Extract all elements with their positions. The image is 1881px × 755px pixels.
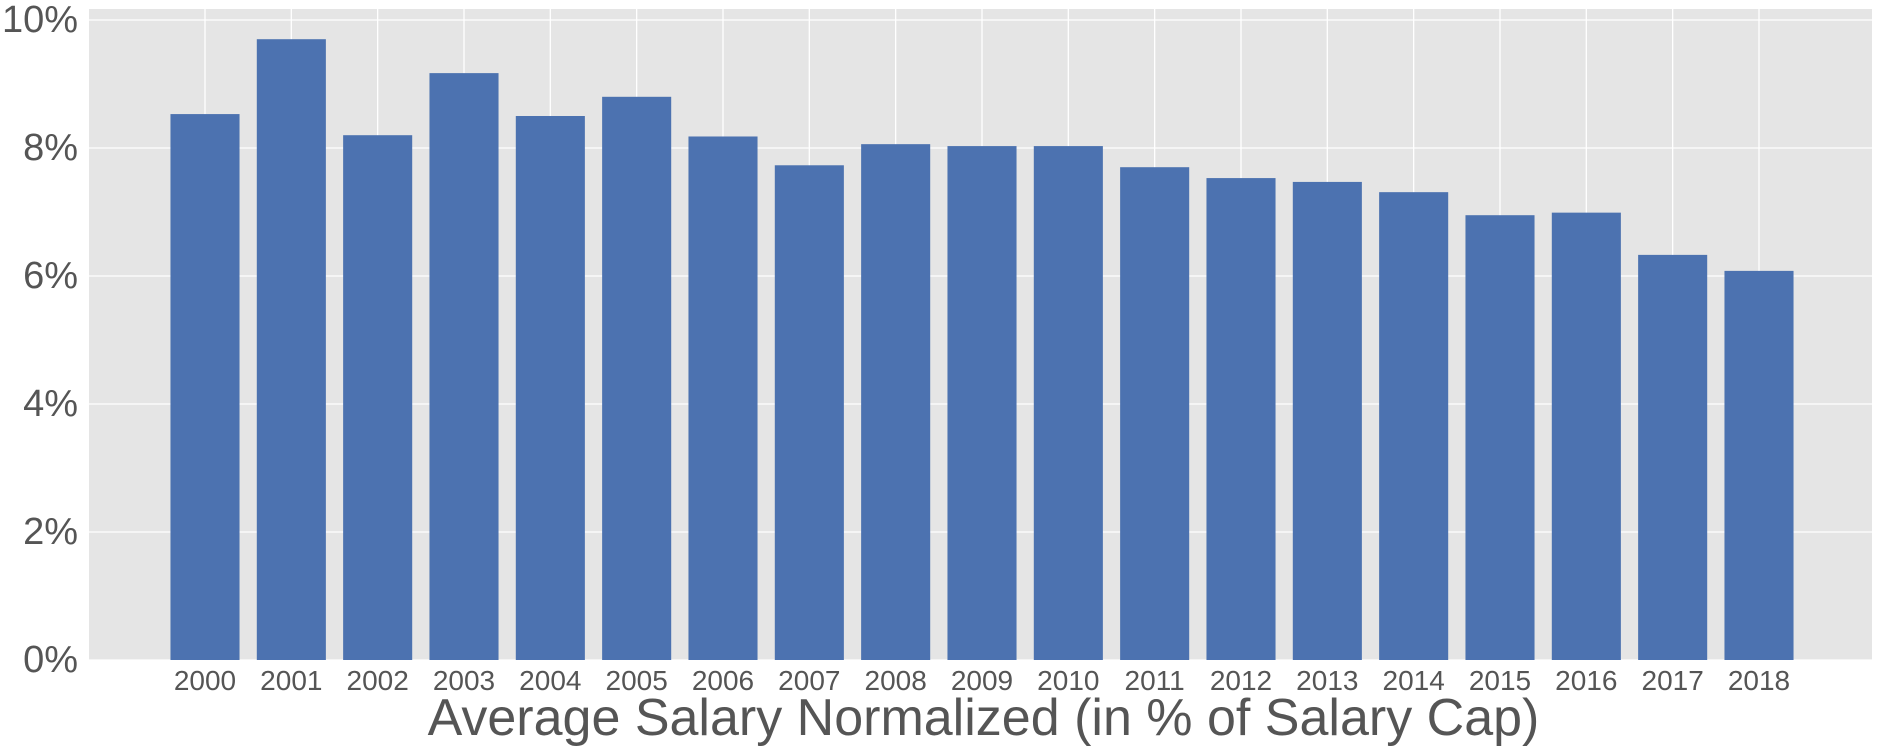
y-tick-label: 8% (23, 127, 78, 169)
y-tick-label: 0% (23, 639, 78, 681)
bar-2017 (1638, 254, 1708, 660)
x-axis-label: Average Salary Normalized (in % of Salar… (428, 689, 1540, 747)
x-tick-label: 2013 (1296, 665, 1358, 696)
x-tick-label: 2000 (174, 665, 236, 696)
bar-2003 (429, 73, 499, 661)
y-tick-label: 10% (2, 0, 78, 41)
x-tick-label: 2009 (951, 665, 1013, 696)
x-tick-label: 2008 (865, 665, 927, 696)
y-tick-label: 6% (23, 255, 78, 297)
x-tick-label: 2006 (692, 665, 754, 696)
bar-2015 (1465, 215, 1535, 660)
bar-2011 (1120, 167, 1190, 660)
x-tick-label: 2018 (1728, 665, 1790, 696)
y-tick-label: 2% (23, 511, 78, 553)
x-tick-label: 2016 (1555, 665, 1617, 696)
bar-2018 (1724, 270, 1794, 660)
bar-2002 (343, 135, 413, 660)
x-tick-label: 2015 (1469, 665, 1531, 696)
bar-2010 (1033, 146, 1103, 660)
bar-2001 (256, 39, 326, 660)
x-tick-label: 2014 (1383, 665, 1445, 696)
x-tick-label: 2005 (606, 665, 668, 696)
bar-2006 (688, 136, 758, 661)
bar-2008 (861, 144, 931, 660)
x-tick-label: 2017 (1642, 665, 1704, 696)
bars (170, 39, 1794, 661)
x-tick-label: 2004 (519, 665, 581, 696)
bar-2004 (515, 116, 585, 660)
x-tick-label: 2007 (778, 665, 840, 696)
bar-2016 (1551, 212, 1621, 660)
x-tick-label: 2002 (347, 665, 409, 696)
x-tick-label: 2012 (1210, 665, 1272, 696)
y-tick-label: 4% (23, 383, 78, 425)
x-axis-ticks: 2000 2001 2002 2003 2004 2005 2006 2007 2008 2009… (174, 665, 1790, 696)
x-tick-label: 2003 (433, 665, 495, 696)
bar-2013 (1292, 181, 1362, 661)
x-tick-label: 2010 (1037, 665, 1099, 696)
bar-2000 (170, 114, 240, 660)
bar-2005 (602, 96, 672, 661)
bar-2014 (1379, 192, 1449, 660)
x-tick-label: 2011 (1125, 665, 1185, 696)
y-axis-ticks: 0% 2% 4% 6% 8% 10% (2, 0, 78, 681)
bar-2012 (1206, 178, 1276, 660)
bar-2009 (947, 146, 1017, 660)
x-tick-label: 2001 (260, 665, 322, 696)
bar-2007 (774, 165, 844, 660)
